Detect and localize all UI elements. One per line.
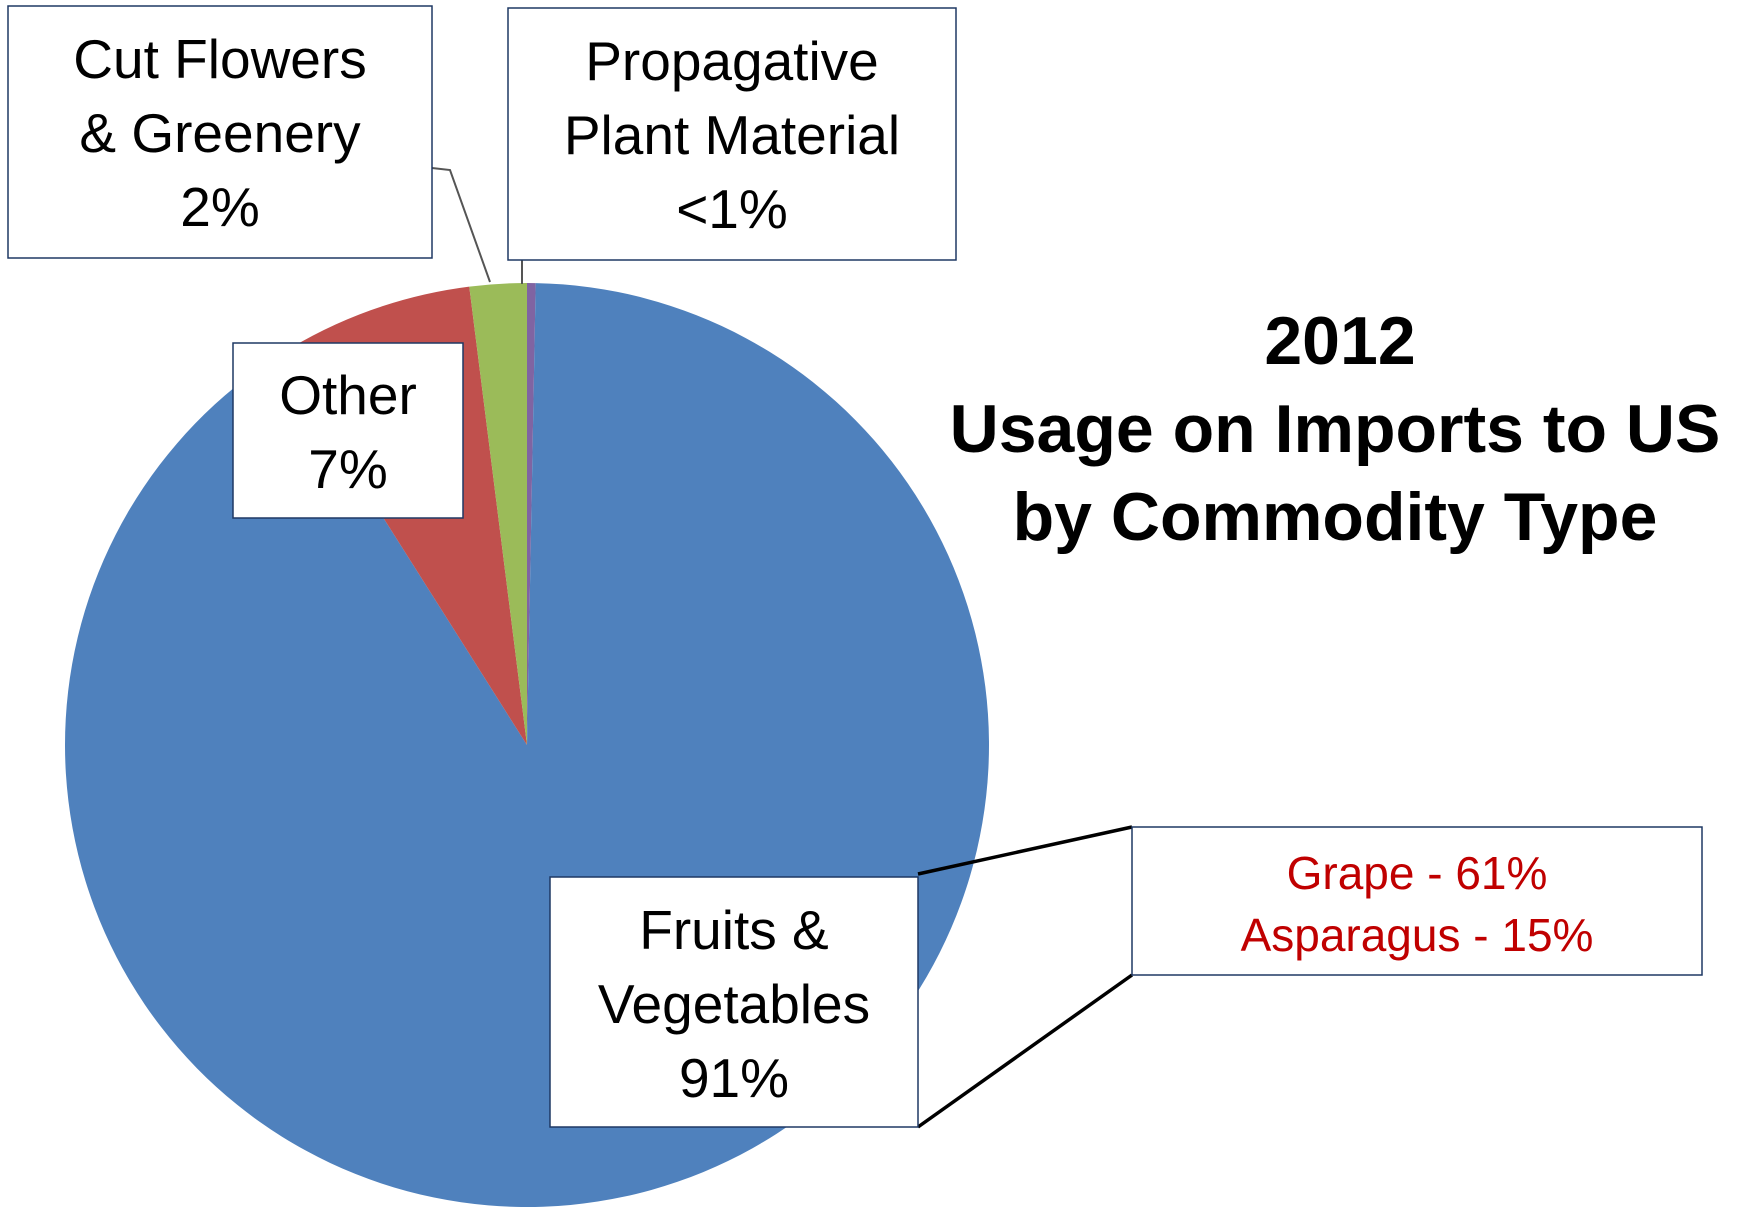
breakdown-item-grape: Grape - 61%: [1287, 847, 1548, 899]
leader-line-cut-flowers: [431, 167, 491, 283]
label-value: <1%: [676, 178, 788, 240]
data-label-box: [507, 7, 957, 261]
data-label-other: Other 7%: [232, 342, 464, 519]
slice-propagative-plant-material: [527, 283, 536, 745]
slice-cut-flowers-greenery: [469, 283, 527, 745]
breakdown-item-asparagus: Asparagus - 15%: [1241, 909, 1594, 961]
label-value: 7%: [308, 438, 388, 500]
data-label-box: [7, 5, 433, 259]
breakdown-connector-top: [917, 825, 1133, 876]
data-label-cut-flowers: Cut Flowers & Greenery 2%: [7, 5, 433, 259]
label-name-line-2: Vegetables: [598, 973, 870, 1035]
breakdown-box: [1131, 826, 1703, 976]
chart-title: 2012 Usage on Imports to US by Commodity…: [950, 303, 1721, 555]
title-line-3: by Commodity Type: [1013, 479, 1658, 555]
data-label-propagative: Propagative Plant Material <1%: [507, 7, 957, 261]
data-label-box: [549, 876, 919, 1128]
label-name-line-2: Plant Material: [564, 104, 900, 166]
label-name-line-1: Propagative: [585, 30, 879, 92]
label-name-line-1: Other: [279, 364, 417, 426]
label-value: 91%: [679, 1047, 789, 1109]
data-label-fruits-vegetables: Fruits & Vegetables 91%: [549, 876, 919, 1128]
breakdown-connector-bottom: [916, 973, 1134, 1129]
label-value: 2%: [180, 176, 260, 238]
breakdown-callout: Grape - 61% Asparagus - 15%: [1131, 826, 1703, 976]
data-label-box: [232, 342, 464, 519]
label-name-line-1: Cut Flowers: [73, 28, 366, 90]
title-line-2: Usage on Imports to US: [950, 391, 1721, 467]
label-name-line-1: Fruits &: [639, 899, 828, 961]
title-year: 2012: [1264, 303, 1415, 379]
label-name-line-2: & Greenery: [79, 102, 361, 164]
